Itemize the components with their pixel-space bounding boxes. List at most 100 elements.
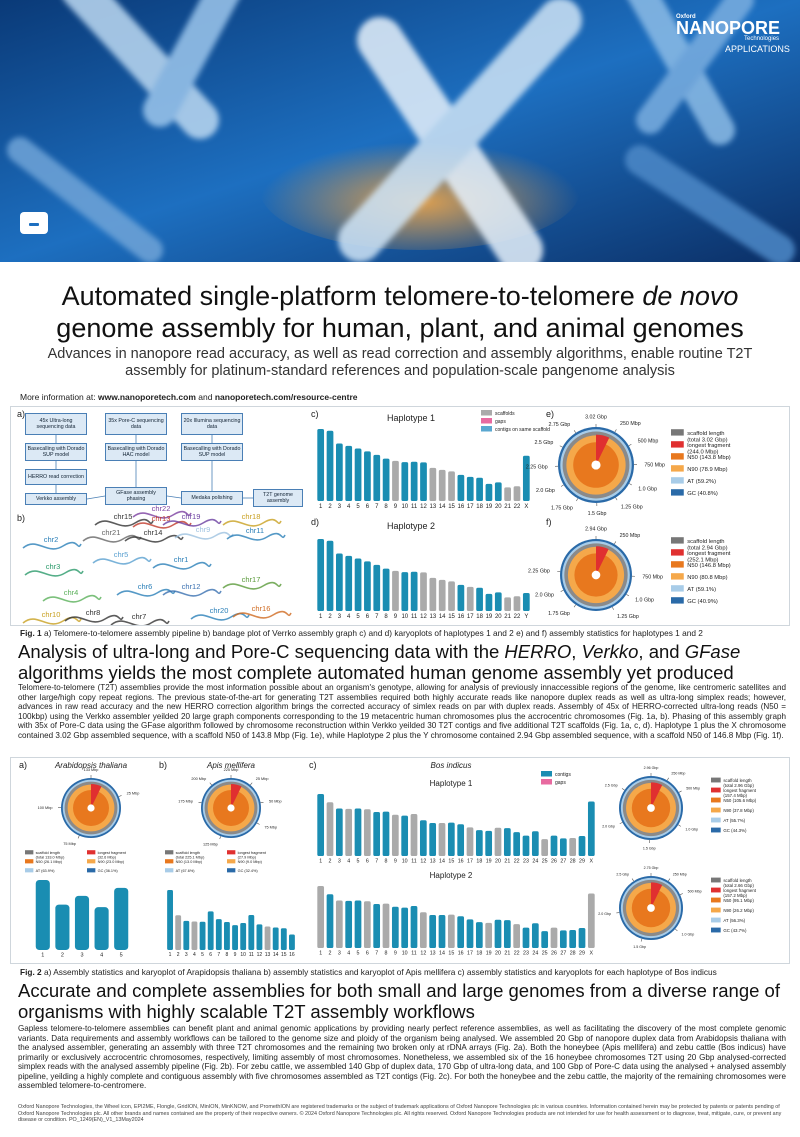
karyoplot-title: Haplotype 1: [430, 779, 473, 788]
chromosome-label: 19: [486, 504, 493, 510]
legend-label: gaps: [495, 419, 506, 425]
chromosome-bar: [410, 461, 418, 501]
chromosome-label: 2: [329, 858, 332, 864]
donut-longest: [651, 782, 663, 808]
chromosome-bar: [513, 486, 521, 501]
title-text: Automated single-platform telomere-to-te…: [61, 281, 643, 311]
flow-arrow: [166, 495, 182, 499]
chromosome-label: 5: [357, 858, 360, 864]
chromosome-label: 9: [234, 952, 237, 958]
chromosome-bar: [382, 811, 390, 856]
donut-tick: [678, 824, 681, 827]
chromosome-bar: [448, 581, 455, 611]
donut-centre: [591, 570, 601, 580]
chromosome-bar: [167, 890, 173, 950]
graph-label: chr8: [86, 608, 101, 617]
donut-tick-label: 3.02 Gbp: [585, 414, 607, 420]
flow-node: 20x Illumina sequencing data: [181, 413, 243, 435]
chromosome-label: 11: [249, 952, 254, 958]
chromosome-bar: [578, 835, 586, 856]
chromosome-label: 8: [385, 950, 388, 956]
flow-node: Basecalling with Dorado SUP model: [25, 443, 87, 461]
chromosome-label: 23: [523, 858, 529, 864]
chromosome-label: 5: [120, 953, 123, 959]
chromosome-bar: [475, 922, 483, 948]
chromosome-label: 5: [356, 504, 360, 510]
brand: NANOPORE: [676, 18, 780, 38]
chromosome-label: 3: [80, 953, 83, 959]
chromosome-bar: [392, 570, 399, 611]
chromosome-bar: [232, 925, 238, 950]
chromosome-label: 13: [430, 614, 437, 620]
chromosome-label: 10: [240, 952, 246, 958]
chromosome-bar: [114, 887, 129, 950]
chromosome-label: 1: [169, 952, 172, 958]
graph-label: chr19: [182, 512, 201, 521]
chromosome-label: 16: [289, 952, 295, 958]
chromosome-label: 1: [319, 614, 323, 620]
donut-tick-label: 1.0 Gbp: [681, 933, 694, 937]
chromosome-bar: [475, 830, 483, 856]
graph-component: [162, 588, 222, 597]
chromosome-bar: [522, 455, 530, 501]
chromosome-bar: [401, 462, 409, 501]
chromosome-bar: [466, 827, 474, 856]
donut-tick-label: 175 Mbp: [178, 800, 193, 804]
link[interactable]: nanoporetech.com/resource-centre: [214, 392, 358, 402]
donut-tick-label: 2.94 Gbp: [585, 526, 607, 532]
legend-swatch: [711, 917, 721, 923]
chromosome-label: 7: [375, 614, 379, 620]
legend-detail: (total 133.0 Mbp): [36, 855, 65, 859]
chromosome-bar: [264, 926, 271, 950]
legend-detail: (157.2 Mbp): [723, 893, 747, 898]
donut-tick-label: 2.0 Gbp: [602, 824, 615, 828]
chromosome-label: 26: [551, 950, 557, 956]
chromosome-label: 5: [356, 614, 360, 620]
graph-component: [132, 510, 192, 519]
legend-swatch: [711, 897, 721, 903]
donut-tick-label: 1.0 Gbp: [635, 598, 654, 604]
chromosome-bar: [419, 820, 427, 856]
chromosome-label: 17: [467, 504, 474, 510]
donut-tick-label: 250 Mbp: [620, 421, 641, 427]
donut-tick-label: 200 Mbp: [191, 777, 206, 781]
legend-label: N50 (26.1 Mbp): [36, 860, 63, 864]
legend-swatch: [671, 429, 684, 436]
link[interactable]: www.nanoporetech.com: [97, 392, 196, 402]
chromosome-label: 21: [504, 614, 511, 620]
chromosome-bar: [457, 824, 465, 856]
hero-image: Oxford NANOPORE Technologies APPLICATION…: [0, 0, 800, 262]
heading-text: algorithms yields the most complete auto…: [18, 662, 734, 683]
heading-text: , and: [638, 641, 685, 662]
chromosome-label: 4: [193, 952, 196, 958]
chromosome-bar: [55, 904, 70, 950]
legend-label: AT (59.1%): [687, 587, 716, 593]
donut-tick-label: 1.5 Gbp: [643, 847, 656, 851]
heading-text: ,: [571, 641, 582, 662]
chromosome-bar: [215, 919, 222, 950]
donut-tick-label: 125 Mbp: [203, 843, 218, 847]
donut-tick: [260, 801, 264, 804]
chromosome-label: 17: [467, 858, 473, 864]
chromosome-bar: [224, 921, 230, 950]
chromosome-label: 8: [384, 504, 388, 510]
legend-swatch: [671, 465, 684, 472]
donut-tick-label: 250 Mbp: [620, 533, 641, 539]
donut-tick: [615, 497, 618, 501]
legend-swatch: [165, 868, 174, 873]
chromosome-label: 12: [420, 950, 426, 956]
chromosome-label: 15: [448, 614, 455, 620]
chromosome-bar: [335, 900, 343, 948]
chromosome-bar: [280, 928, 287, 950]
legend-label: contigs on same scaffold: [495, 427, 550, 433]
chromosome-bar: [199, 921, 206, 950]
brand-top: Oxford: [676, 14, 696, 20]
chromosome-bar: [382, 568, 390, 611]
legend-label: N90 (80.8 Mbp): [687, 575, 727, 581]
chromosome-label: 10: [401, 504, 408, 510]
graph-label: chr15: [114, 512, 133, 521]
donut-tick: [629, 483, 632, 486]
